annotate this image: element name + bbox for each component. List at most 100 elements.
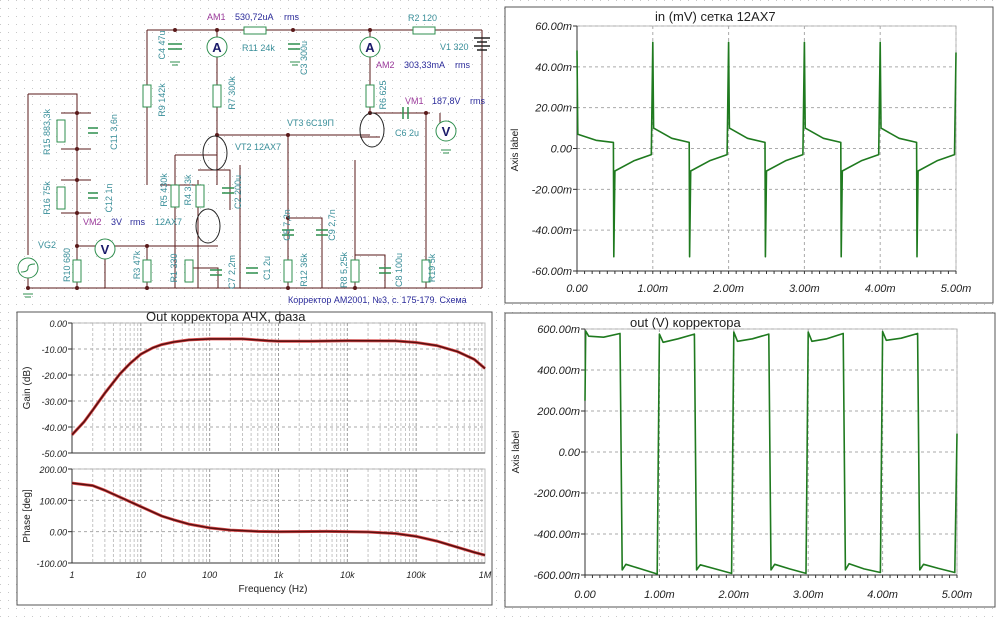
am2-name: AM2: [376, 60, 395, 70]
label-vt2: VT2 12AX7: [235, 142, 281, 152]
label-r8: R8 5,25k: [339, 251, 349, 288]
label-vt1: 12AX7: [155, 217, 182, 227]
vm2-mode: rms: [130, 217, 145, 227]
x-tick-label: 3.00m: [789, 283, 820, 295]
y-tick-label: -40.00: [41, 423, 67, 433]
chart-title: Out корректора АЧХ, фаза: [146, 309, 306, 324]
x-tick-label: 2.00m: [718, 589, 750, 601]
y-tick-label: -600.00m: [534, 570, 580, 582]
voltmeter-vm1: V: [435, 120, 457, 142]
y-tick-label: 40.00m: [535, 62, 572, 74]
chart-title: out (V) корректора: [630, 315, 741, 330]
y-tick-label: 0.00: [49, 319, 67, 329]
am2-value: 303,33mA: [404, 60, 445, 70]
x-tick-label: 4.00m: [867, 589, 898, 601]
x-tick-label: 1M: [479, 570, 492, 580]
x-tick-label: 10: [136, 570, 146, 580]
label-c4: C4 47u: [157, 30, 167, 59]
label-r15: R15 883,3k: [42, 108, 52, 155]
tube-vt1-icon: [195, 208, 221, 244]
label-c1: C1 2u: [262, 256, 272, 280]
label-vg2: VG2: [38, 240, 56, 250]
label-r7: R7 300k: [227, 76, 237, 110]
ground-icons: [23, 61, 451, 298]
tube-vt3-icon: [359, 112, 385, 148]
tube-icons: [195, 112, 385, 244]
capacitors: [88, 43, 409, 276]
vm1-value: 187,8V: [432, 96, 461, 106]
x-tick-label: 1: [69, 570, 74, 580]
vm2-value: 3V: [111, 217, 122, 227]
y-tick-label: 0.00: [559, 447, 581, 459]
label-r4: R4 3,3k: [183, 174, 193, 206]
bode-chart: 0.00 -10.00 -20.00 -30.00 -40.00 -50.00 Gain (…: [22, 309, 492, 595]
y-tick-label: -20.00m: [532, 184, 572, 196]
y-tick-label: 100.00: [39, 496, 67, 506]
y-tick-label: 600.00m: [537, 324, 580, 336]
label-r6: R6 625: [378, 80, 388, 109]
label-c11: C11 3,6n: [109, 114, 119, 150]
x-tick-label: 100: [202, 570, 217, 580]
vm2-name: VM2: [83, 217, 102, 227]
am2-mode: rms: [455, 60, 470, 70]
y-tick-label: -100.00: [36, 559, 67, 569]
ammeter-glyph: A: [365, 40, 375, 55]
schematic-caption: Корректор АМ2001, №3, с. 175-179. Схема: [288, 295, 467, 305]
x-tick-label: 1.00m: [638, 283, 669, 295]
schematic: A A V V AM1 530,72uA rms R2 120 V1 320 A…: [17, 12, 490, 305]
y-tick-label: 200.00: [38, 465, 67, 475]
x-tick-label: 100k: [406, 570, 426, 580]
label-c5: C5 7,2n: [282, 209, 292, 241]
x-tick-label: 0.00: [566, 283, 588, 295]
label-c8: C8 100u: [394, 253, 404, 287]
tube-vt2-icon: [202, 135, 228, 171]
y-tick-label: -400.00m: [534, 529, 580, 541]
y-tick-label: 400.00m: [537, 365, 580, 377]
voltmeter-vm2: V: [94, 238, 116, 260]
voltmeter-glyph: V: [101, 242, 110, 257]
label-vt3: VT3 6C19П: [287, 118, 334, 128]
label-r11: R11 24k: [242, 43, 275, 53]
x-axis-label: Frequency (Hz): [239, 584, 308, 595]
label-c9: C9 2,7n: [327, 209, 337, 241]
phase-line: [71, 482, 486, 556]
battery-icon: [474, 37, 490, 51]
x-tick-label: 1k: [274, 570, 284, 580]
chart-title: in (mV) сетка 12AX7: [655, 9, 776, 24]
x-tick-label: 1.00m: [644, 589, 675, 601]
label-r12: R12 36k: [299, 253, 309, 287]
label-c3: C3 300u: [299, 41, 309, 75]
vm1-mode: rms: [470, 96, 485, 106]
am1-mode: rms: [284, 12, 299, 22]
voltmeter-glyph: V: [442, 124, 451, 139]
output-voltage-chart: 600.00m 400.00m 200.00m 0.00 -200.00m -400.00…: [511, 315, 972, 601]
x-tick-label: 10k: [340, 570, 355, 580]
label-r10: R10 680: [62, 248, 72, 282]
label-v1: V1 320: [440, 42, 469, 52]
label-r1: R1 330: [169, 253, 179, 282]
label-r2: R2 120: [408, 13, 437, 23]
y-tick-label: -200.00m: [534, 488, 580, 500]
label-r16: R16 75k: [42, 181, 52, 215]
y-axis-label: Axis label: [511, 431, 522, 474]
input-grid-voltage-chart: 60.00m 40.00m 20.00m 0.00 -20.00m -40.00m -60.…: [510, 9, 971, 295]
gain-axis-label: Gain (dB): [22, 367, 33, 410]
label-c6: C6 2u: [395, 128, 419, 138]
am1-value: 530,72uA: [235, 12, 274, 22]
signal-generator-icon: [17, 257, 39, 279]
x-tick-label: 3.00m: [793, 589, 824, 601]
x-tick-label: 0.00: [574, 589, 596, 601]
y-tick-label: -60.00m: [532, 266, 572, 278]
label-c12: C12 1n: [104, 183, 114, 212]
y-tick-label: 200.00m: [536, 406, 580, 418]
x-tick-label: 2.00m: [712, 283, 744, 295]
x-tick-label: 4.00m: [865, 283, 896, 295]
ammeter-glyph: A: [212, 40, 222, 55]
y-tick-label: -40.00m: [532, 225, 572, 237]
label-r5: R5 430k: [159, 173, 169, 207]
label-r19: R19 5k: [427, 253, 437, 282]
y-tick-label: -10.00: [41, 345, 67, 355]
x-tick-label: 5.00m: [942, 589, 973, 601]
label-r9: R9 142k: [157, 83, 167, 117]
